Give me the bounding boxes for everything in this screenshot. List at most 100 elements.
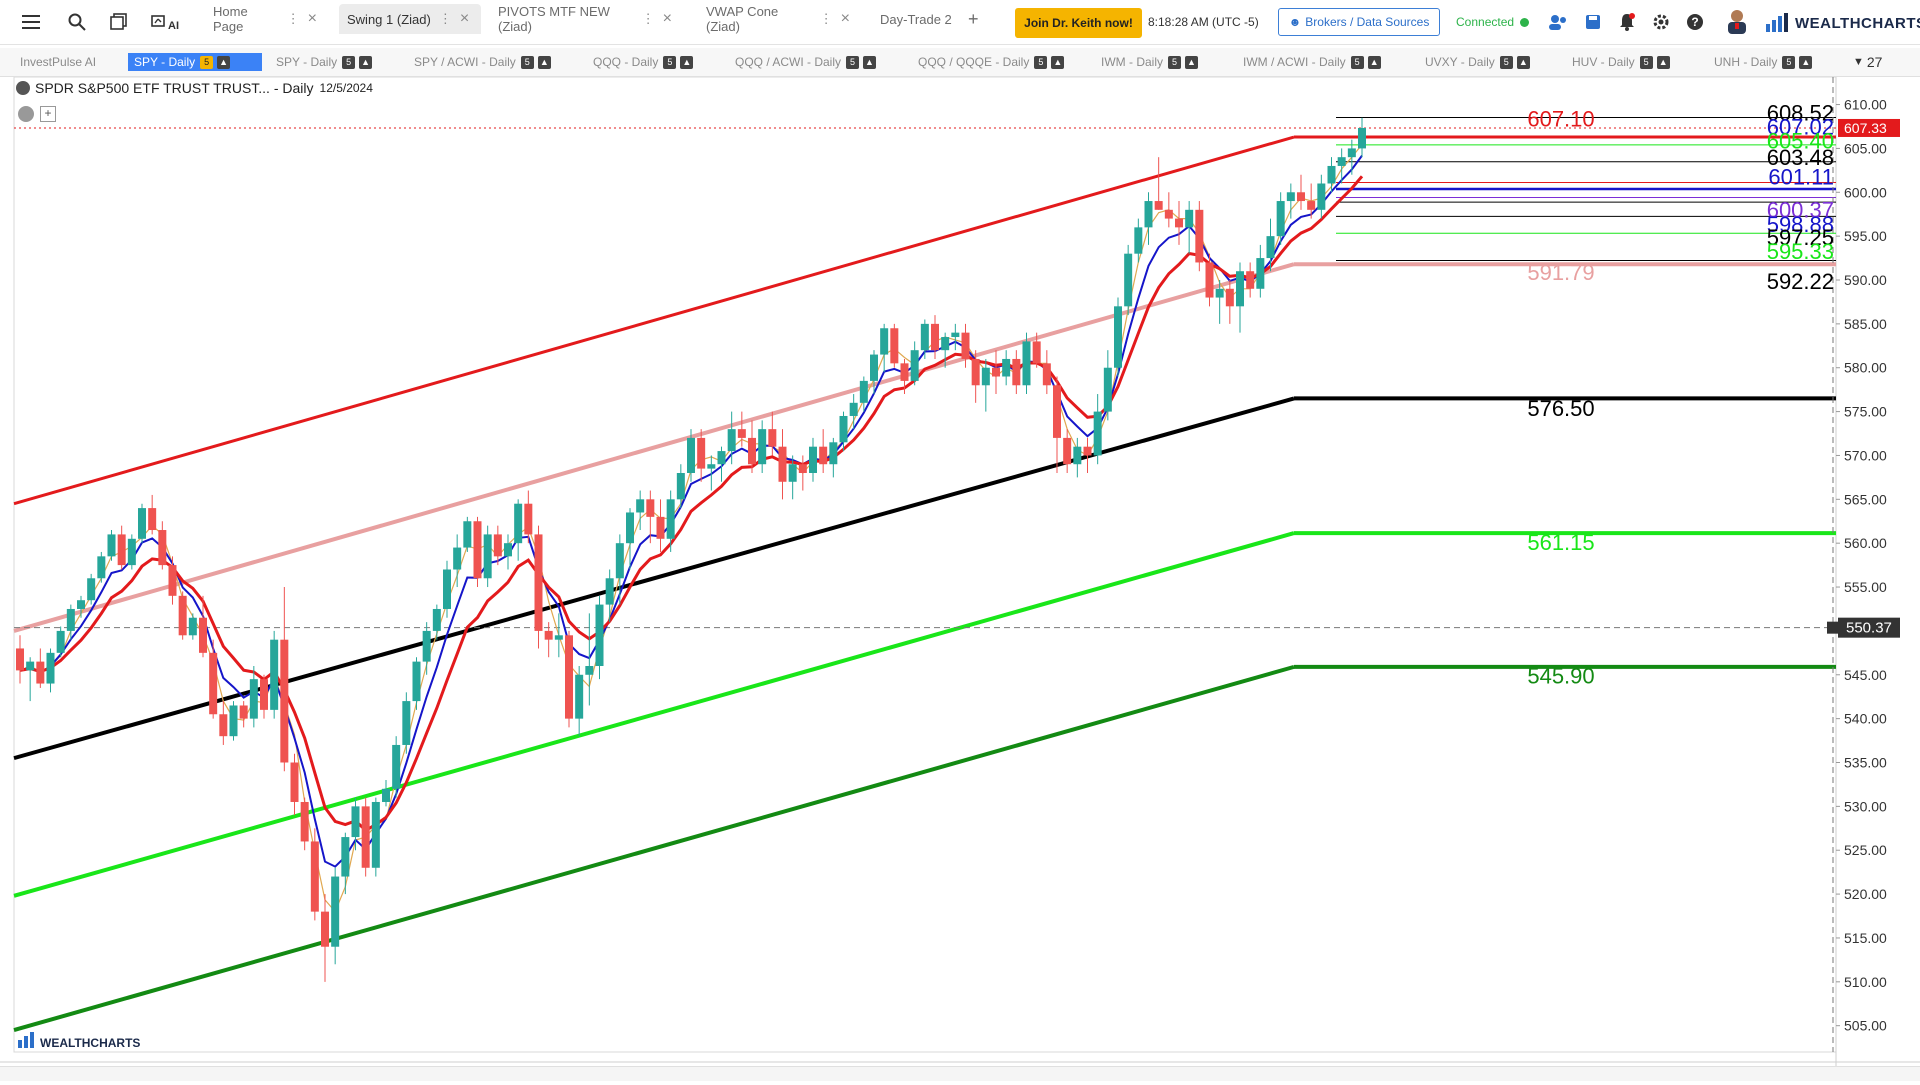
more-icon[interactable]: ⋮ [438,11,452,26]
tab-swing-1[interactable]: Swing 1 (Ziad) ⋮ × [339,4,481,34]
interval-badge: 5 [1499,55,1513,69]
chart-area[interactable]: 610.00 605.00 600.00 595.00 590.00 585.00 580.… [0,76,1920,1085]
symbol-tab-spy-active[interactable]: SPY - Daily 5 ▲ [128,53,262,71]
candle-body [544,630,553,640]
y-tick-label: 595.00 [1844,228,1887,244]
bell-icon[interactable] [1616,11,1638,33]
avatar[interactable] [1724,8,1750,34]
candle-body [697,437,706,469]
candle-body [1358,127,1366,149]
candle-body [1164,209,1173,219]
interval-badge: 5 [200,55,214,69]
add-indicator-icon[interactable]: + [40,106,56,122]
y-tick-label: 575.00 [1844,404,1887,420]
y-tick-label: 560.00 [1844,535,1887,551]
candle-body [1032,341,1041,364]
y-tick-label: 570.00 [1844,447,1887,463]
candle-body [138,508,146,539]
gear-icon[interactable] [1650,11,1672,33]
symbol-tab-qqq[interactable]: QQQ - Daily 5 ▲ [593,53,694,71]
close-icon[interactable]: × [459,10,470,27]
tab-pivots-mtf[interactable]: PIVOTS MTF NEW (Ziad) ⋮ × [490,4,680,34]
add-tab-button[interactable]: + [960,4,990,34]
join-button[interactable]: Join Dr. Keith now! [1015,8,1142,38]
candle-body [737,429,746,438]
trend-icon: ▲ [863,55,877,69]
y-tick-label: 600.00 [1844,184,1887,200]
settings-circle-icon[interactable] [18,106,34,122]
symbol-tab-spy-acwi[interactable]: SPY / ACWI - Daily 5 ▲ [414,53,551,71]
y-tick-label: 505.00 [1844,1018,1887,1034]
candle-body [951,332,960,338]
close-icon[interactable]: × [840,10,850,27]
symbol-tab-qqq-qqqe[interactable]: QQQ / QQQE - Daily 5 ▲ [918,53,1065,71]
trend-icon: ▲ [1656,55,1670,69]
candle-body [148,508,157,531]
tab-home-page[interactable]: Home Page ⋮ × [205,4,325,34]
candle-body [66,608,75,631]
candle-body [941,337,950,351]
candle-body [849,402,858,416]
candle-body [1297,192,1305,202]
symbol-label: HUV - Daily [1572,55,1635,69]
symbol-tab-iwm[interactable]: IWM - Daily 5 ▲ [1101,53,1198,71]
candle-body [290,762,299,802]
users-icon[interactable] [1547,11,1569,33]
tab-vwap-cone[interactable]: VWAP Cone (Ziad) ⋮ × [698,4,858,34]
y-tick-label: 590.00 [1844,272,1887,288]
candle-body [1276,201,1285,237]
plot-background [13,76,1837,1053]
ai-icon[interactable]: AI [150,11,180,33]
candle-body [585,666,594,675]
pivot-level-label: 597.25 [1767,225,1834,250]
close-icon[interactable]: × [662,10,672,27]
candle-body [595,604,604,666]
candle-body [300,801,309,842]
search-icon[interactable] [66,11,88,33]
more-symbols-button[interactable]: ▼ 27 [1853,53,1882,71]
symbol-tab-iwm-acwi[interactable]: IWM / ACWI - Daily 5 ▲ [1243,53,1381,71]
bottom-scroll-strip[interactable] [0,1066,1920,1081]
y-tick-label: 520.00 [1844,886,1887,902]
candle-body [209,652,218,715]
candle-body [168,565,177,596]
brokers-data-sources-button[interactable]: ☻ Brokers / Data Sources [1278,8,1440,36]
candle-body [1337,157,1346,166]
candle-body [1012,358,1021,386]
symbol-tab-investpulse[interactable]: InvestPulse AI [20,53,96,71]
trend-icon: ▲ [1185,55,1198,69]
symbol-tab-qqq-acwi[interactable]: QQQ / ACWI - Daily 5 ▲ [735,53,877,71]
symbol-tab-spy[interactable]: SPY - Daily 5 ▲ [276,53,373,71]
tab-day-trade-2[interactable]: Day-Trade 2 [872,4,962,34]
copy-layout-icon[interactable] [108,11,130,33]
y-tick-label: 585.00 [1844,316,1887,332]
tab-label: VWAP Cone (Ziad) [706,4,779,34]
symbol-label: InvestPulse AI [20,55,97,69]
candle-body [16,648,24,671]
menu-icon[interactable] [20,11,42,33]
more-icon[interactable]: ⋮ [641,11,655,26]
symbol-tab-unh[interactable]: UNH - Daily 5 ▲ [1714,53,1813,71]
crosshair-handle-icon [1827,621,1839,634]
candle-body [931,323,939,351]
candle-body [260,679,268,710]
channel-level-label: 607.10 [1527,106,1594,131]
candle-body [1347,148,1356,158]
symbol-tab-uvxy[interactable]: UVXY - Daily 5 ▲ [1425,53,1530,71]
candle-body [1266,236,1275,259]
price-chart[interactable]: 610.00 605.00 600.00 595.00 590.00 585.00 580.… [0,76,1920,1085]
more-icon[interactable]: ⋮ [819,11,833,26]
candle-body [636,499,645,513]
candle-body [331,876,340,947]
candle-body [402,701,411,745]
watermark-bar [30,1032,34,1048]
symbol-tab-huv[interactable]: HUV - Daily 5 ▲ [1572,53,1670,71]
candle-body [819,446,828,465]
candle-body [768,429,777,447]
more-icon[interactable]: ⋮ [286,11,300,26]
candle-body [422,630,431,662]
candle-body [188,617,197,636]
save-icon[interactable] [1582,11,1604,33]
close-icon[interactable]: × [307,10,317,27]
help-icon[interactable]: ? [1684,11,1706,33]
